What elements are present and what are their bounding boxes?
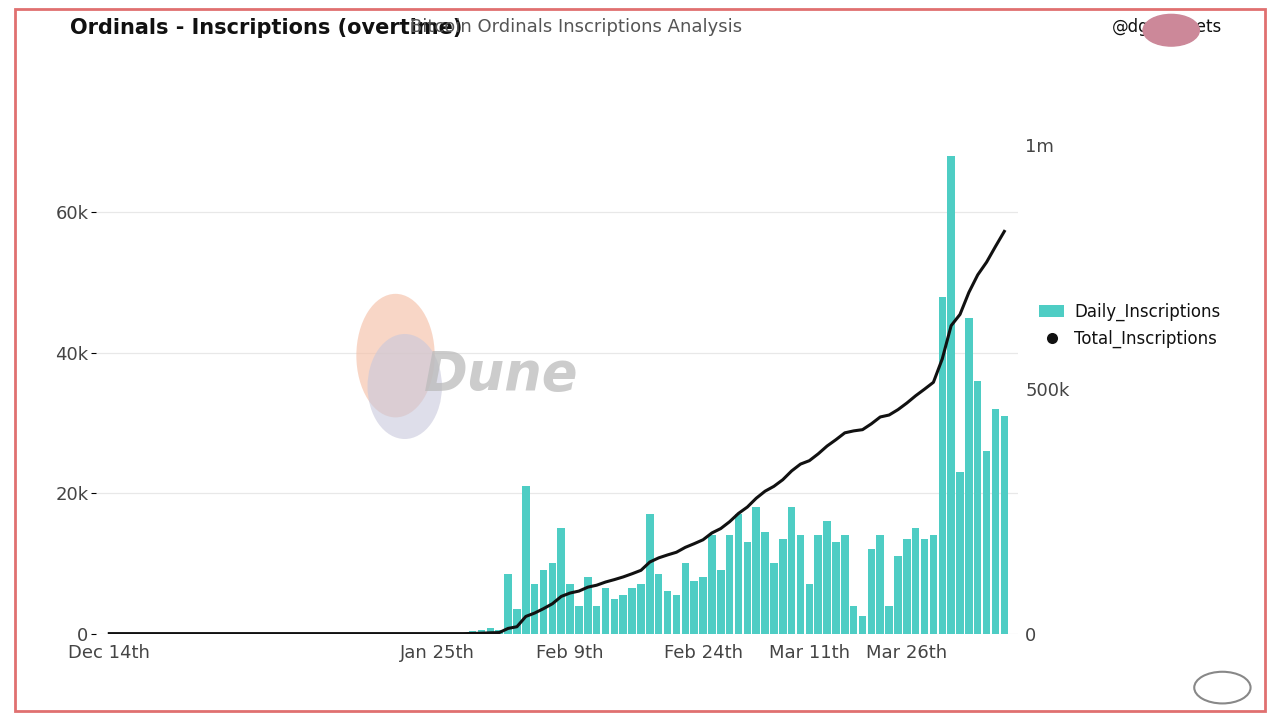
Bar bbox=[788, 507, 795, 634]
Bar bbox=[841, 536, 849, 634]
Legend: Daily_Inscriptions, Total_Inscriptions: Daily_Inscriptions, Total_Inscriptions bbox=[1033, 297, 1228, 354]
Bar bbox=[904, 539, 910, 634]
Bar bbox=[584, 577, 591, 634]
Bar bbox=[805, 585, 813, 634]
Bar bbox=[540, 570, 548, 634]
Text: ✓: ✓ bbox=[1216, 680, 1229, 695]
Bar bbox=[593, 606, 600, 634]
Bar bbox=[637, 585, 645, 634]
Bar bbox=[886, 606, 893, 634]
Bar bbox=[717, 570, 724, 634]
Bar bbox=[655, 574, 663, 634]
Bar bbox=[780, 539, 786, 634]
Bar bbox=[664, 592, 671, 634]
Text: @dgtl_assets: @dgtl_assets bbox=[1112, 18, 1222, 36]
Bar bbox=[513, 609, 521, 634]
Bar bbox=[735, 514, 742, 634]
Bar bbox=[771, 563, 778, 634]
Bar bbox=[753, 507, 760, 634]
Bar bbox=[762, 532, 769, 634]
Bar bbox=[859, 616, 867, 634]
Bar bbox=[531, 585, 539, 634]
Text: Bitcoin Ordinals Inscriptions Analysis: Bitcoin Ordinals Inscriptions Analysis bbox=[410, 18, 741, 36]
Bar bbox=[504, 574, 512, 634]
Bar bbox=[938, 297, 946, 634]
Bar bbox=[628, 588, 636, 634]
Bar bbox=[690, 581, 698, 634]
Bar bbox=[699, 577, 707, 634]
Bar bbox=[611, 598, 618, 634]
Bar bbox=[832, 542, 840, 634]
Bar bbox=[877, 536, 884, 634]
Bar bbox=[673, 595, 680, 634]
Bar bbox=[566, 585, 573, 634]
Bar bbox=[868, 549, 876, 634]
Bar bbox=[744, 542, 751, 634]
Bar bbox=[495, 630, 503, 634]
Bar bbox=[796, 536, 804, 634]
Bar bbox=[468, 631, 476, 634]
Ellipse shape bbox=[367, 334, 442, 439]
Bar bbox=[575, 606, 582, 634]
Bar bbox=[646, 514, 654, 634]
Bar bbox=[965, 318, 973, 634]
Bar bbox=[823, 521, 831, 634]
Bar bbox=[956, 472, 964, 634]
Bar bbox=[992, 409, 1000, 634]
Bar bbox=[929, 536, 937, 634]
Text: Ordinals - Inscriptions (overtime): Ordinals - Inscriptions (overtime) bbox=[70, 18, 463, 38]
Bar bbox=[486, 628, 494, 634]
Bar bbox=[708, 536, 716, 634]
Bar bbox=[522, 486, 530, 634]
Bar bbox=[620, 595, 627, 634]
Bar bbox=[947, 156, 955, 634]
Bar bbox=[1001, 416, 1009, 634]
Bar bbox=[602, 588, 609, 634]
Bar bbox=[911, 528, 919, 634]
Bar bbox=[895, 557, 901, 634]
Bar bbox=[974, 381, 982, 634]
Bar bbox=[549, 563, 556, 634]
Text: Dune: Dune bbox=[424, 349, 579, 401]
Bar bbox=[814, 536, 822, 634]
Ellipse shape bbox=[356, 294, 435, 418]
Bar bbox=[920, 539, 928, 634]
Bar bbox=[477, 630, 485, 634]
Bar bbox=[726, 536, 733, 634]
Bar bbox=[850, 606, 858, 634]
Bar bbox=[558, 528, 564, 634]
Bar bbox=[681, 563, 689, 634]
Bar bbox=[983, 451, 991, 634]
